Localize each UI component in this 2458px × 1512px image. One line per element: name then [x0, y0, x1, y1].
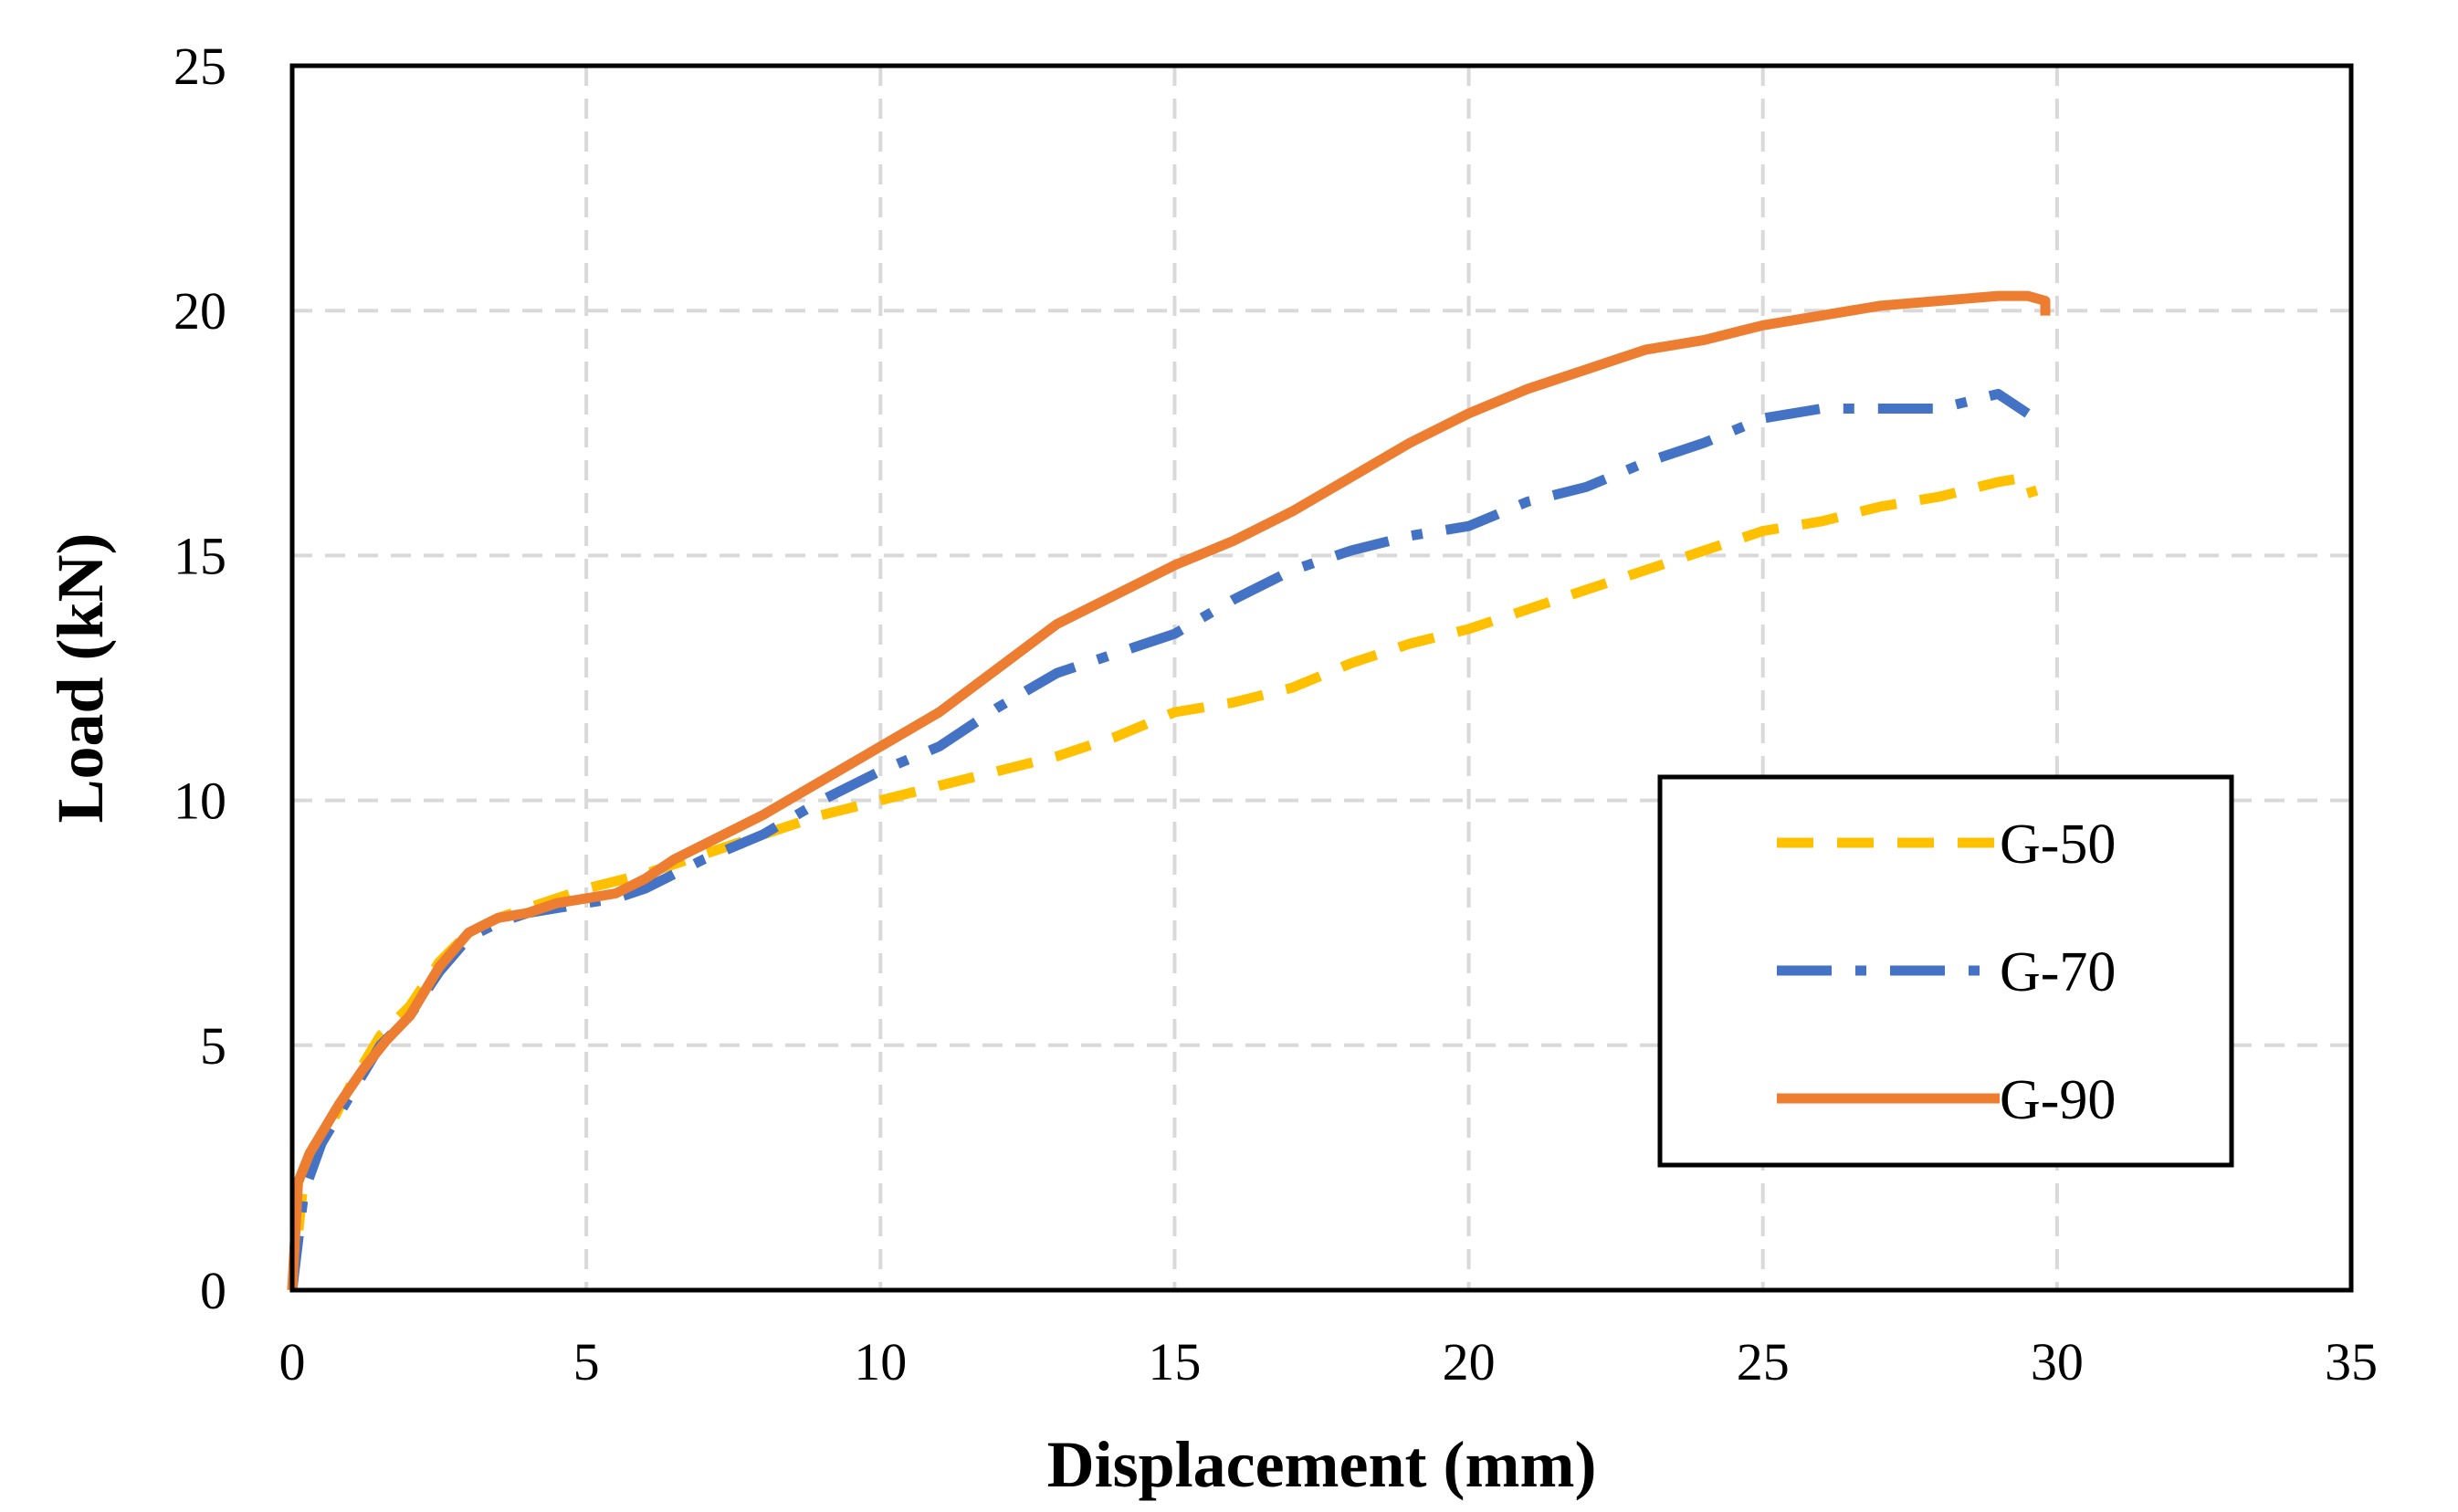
x-axis-title: Displacement (mm): [1047, 1428, 1597, 1501]
y-tick-label: 25: [173, 37, 226, 96]
y-tick-label: 0: [200, 1261, 226, 1320]
series-lines: [287, 290, 2051, 1291]
x-tick-label: 25: [1737, 1332, 1790, 1391]
x-tick-label: 0: [279, 1332, 306, 1391]
legend-label-g-90: G-90: [2000, 1069, 2116, 1131]
y-tick-label: 20: [173, 281, 226, 341]
x-tick-label: 10: [854, 1332, 907, 1391]
legend-label-g-50: G-50: [2000, 814, 2116, 876]
plot-area-border: [289, 63, 2354, 1293]
legend-box: [1657, 774, 2234, 1168]
series-line-g-90: [287, 290, 2051, 1291]
x-tick-label: 30: [2031, 1332, 2084, 1391]
x-tick-label: 20: [1443, 1332, 1496, 1391]
x-tick-label: 35: [2325, 1332, 2378, 1391]
x-tick-label: 5: [573, 1332, 600, 1391]
x-tick-labels: 0 5 10 15 20 25 30 35: [279, 1332, 2379, 1391]
y-tick-label: 5: [200, 1016, 226, 1076]
y-axis-title: Load (kN): [44, 532, 117, 823]
legend-label-g-70: G-70: [2000, 941, 2116, 1003]
x-tick-label: 15: [1148, 1332, 1201, 1391]
y-tick-label: 15: [173, 526, 226, 585]
y-tick-label: 10: [173, 772, 226, 831]
legend: G-50 G-70 G-90: [1657, 774, 2234, 1168]
y-tick-labels: 0 5 10 15 20 25: [173, 37, 226, 1320]
